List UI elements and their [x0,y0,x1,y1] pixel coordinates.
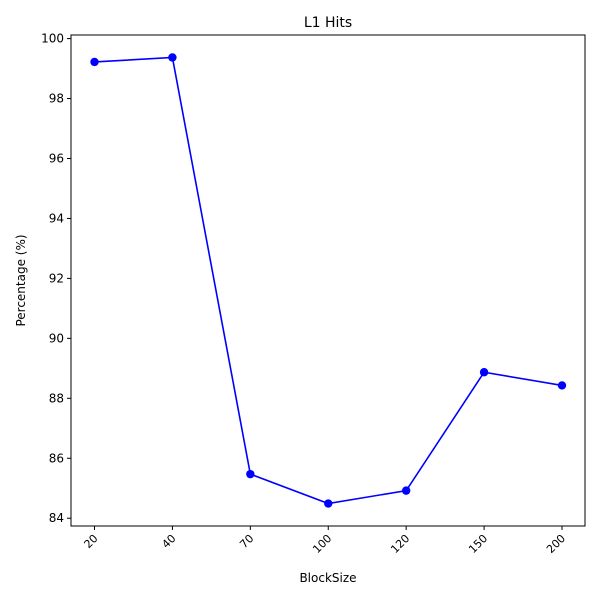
y-tick-label: 100 [41,32,64,46]
y-tick-label: 98 [49,92,64,106]
y-tick-label: 94 [49,211,64,225]
data-point [90,57,99,67]
x-tick-label: 100 [310,532,334,556]
y-tick-label: 92 [49,271,64,285]
series-layer [90,53,567,508]
y-tick-label: 96 [49,151,64,165]
chart-title: L1 Hits [304,15,352,31]
y-axis-label: Percentage (%) [14,234,28,326]
x-axis-label: BlockSize [299,571,356,585]
x-tick-label: 150 [466,532,490,556]
data-point [324,499,333,508]
x-tick-label: 20 [82,532,101,551]
data-point [557,381,567,390]
x-axis-ticks: 20 40 70 100 120 150 200 [82,526,568,556]
x-tick-label: 70 [237,532,256,551]
data-point [168,53,177,62]
y-axis-ticks: 84 86 88 90 92 94 96 98 100 [41,32,71,525]
y-tick-label: 86 [49,451,64,465]
data-point [401,486,411,495]
data-point [246,469,255,479]
data-point [479,368,489,377]
y-tick-label: 88 [49,391,64,405]
x-tick-label: 120 [388,532,412,556]
y-tick-label: 84 [49,511,64,525]
x-tick-label: 40 [159,532,178,551]
y-tick-label: 90 [49,331,64,345]
x-tick-label: 200 [544,532,568,556]
plot-area [70,34,586,527]
